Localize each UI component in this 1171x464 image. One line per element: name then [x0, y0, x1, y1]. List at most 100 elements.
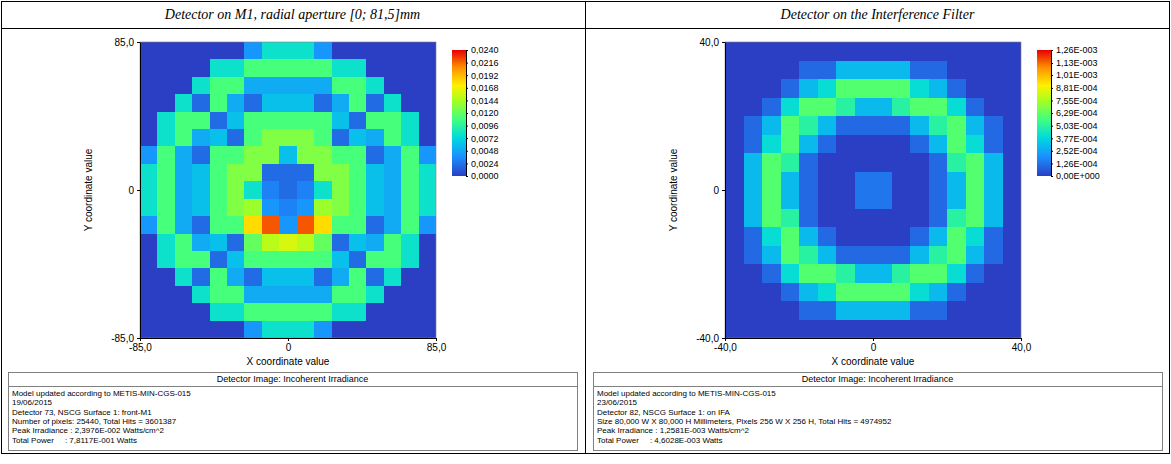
- heatmap-cell: [279, 199, 297, 217]
- heatmap-cell: [419, 181, 436, 199]
- heatmap-cell: [744, 116, 763, 135]
- heatmap-cell: [855, 246, 874, 265]
- heatmap-cell: [1003, 283, 1022, 302]
- heatmap-cell: [279, 146, 297, 164]
- heatmap-cell: [401, 234, 419, 252]
- heatmap-cell: [366, 321, 384, 338]
- heatmap-cell: [966, 135, 985, 154]
- info-title: Detector Image: Incoherent Irradiance: [217, 374, 369, 384]
- heatmap-cell: [332, 286, 350, 304]
- colorbar-axis-tick: 0,0168: [466, 83, 499, 93]
- heatmap-cell: [929, 283, 948, 302]
- colorbar-axis-tick-mark: [466, 126, 468, 127]
- heatmap-cell: [279, 286, 297, 304]
- heatmap-cell: [781, 301, 800, 320]
- heatmap-cell: [873, 153, 892, 172]
- colorbar-axis-tick: 1,01E-003: [1051, 70, 1098, 80]
- info-line: Peak Irradiance : 1,2581E-003 Watts/cm^2: [597, 426, 750, 435]
- heatmap-cell: [818, 190, 837, 209]
- heatmap-cell: [140, 251, 158, 269]
- colorbar-axis-tick-label: 0,0024: [471, 159, 499, 169]
- heatmap-cell: [966, 42, 985, 61]
- heatmap-cell: [175, 181, 193, 199]
- heatmap-cell: [744, 264, 763, 283]
- heatmap-cell: [244, 42, 262, 60]
- heatmap-cell: [419, 94, 436, 112]
- x-axis-tick: 0: [871, 338, 877, 353]
- x-axis-tick-label: 0: [286, 342, 292, 353]
- heatmap-cell: [192, 234, 210, 252]
- heatmap-cell: [332, 216, 350, 234]
- heatmap-cell: [855, 301, 874, 320]
- heatmap-cell: [836, 190, 855, 209]
- heatmap-cell: [366, 216, 384, 234]
- heatmap-cell: [929, 98, 948, 117]
- heatmap-cell: [297, 42, 315, 60]
- heatmap-cell: [349, 42, 367, 60]
- heatmap-cell: [984, 264, 1003, 283]
- heatmap-cell: [1003, 79, 1022, 98]
- heatmap-cell: [836, 209, 855, 228]
- y-axis-tick-label: -40,0: [696, 333, 719, 344]
- heatmap-cell: [725, 283, 744, 302]
- heatmap-cell: [332, 234, 350, 252]
- heatmap-cell: [855, 320, 874, 339]
- heatmap-cell: [799, 190, 818, 209]
- heatmap-cell: [910, 135, 929, 154]
- heatmap-cell: [227, 164, 245, 182]
- heatmap-cell: [855, 42, 874, 61]
- heatmap-cell: [984, 320, 1003, 339]
- heatmap-cell: [262, 77, 280, 95]
- heatmap-cell: [762, 79, 781, 98]
- heatmap-cell: [262, 42, 280, 60]
- heatmap-cell: [157, 181, 175, 199]
- heatmap-cell: [349, 303, 367, 321]
- heatmap-cell: [762, 246, 781, 265]
- plot-frame: [140, 42, 436, 338]
- heatmap-cell: [1003, 42, 1022, 61]
- heatmap-cell: [262, 146, 280, 164]
- heatmap-cell: [157, 321, 175, 338]
- heatmap-cell: [210, 321, 228, 338]
- colorbar-axis-tick-mark: [1051, 176, 1053, 177]
- heatmap-cell: [419, 77, 436, 95]
- heatmap-cell: [799, 227, 818, 246]
- heatmap-cell: [366, 164, 384, 182]
- heatmap-cell: [401, 216, 419, 234]
- heatmap-cell: [262, 94, 280, 112]
- heatmap-cell: [332, 129, 350, 147]
- colorbar-axis-tick: 0,0120: [466, 108, 499, 118]
- heatmap-cell: [366, 112, 384, 130]
- colorbar-axis-tick-label: 0,0048: [471, 146, 499, 156]
- info-line: 23/06/2015: [597, 398, 638, 407]
- heatmap-cell: [157, 77, 175, 95]
- heatmap-cell: [419, 59, 436, 77]
- heatmap-cell: [419, 42, 436, 60]
- heatmap-cell: [725, 227, 744, 246]
- heatmap-cell: [227, 286, 245, 304]
- heatmap-cell: [175, 234, 193, 252]
- heatmap-cell: [157, 94, 175, 112]
- heatmap-cell: [192, 112, 210, 130]
- x-axis-tick-mark: [1021, 338, 1022, 341]
- heatmap-cell: [384, 303, 402, 321]
- heatmap-cell: [419, 129, 436, 147]
- heatmap-cell: [762, 61, 781, 80]
- heatmap-cell: [210, 251, 228, 269]
- info-line: Model updated according to METIS-MIN-CGS…: [12, 389, 191, 398]
- heatmap-cell: [332, 199, 350, 217]
- colorbar-axis-tick: 0,00E+000: [1051, 171, 1100, 181]
- heatmap-cell: [929, 116, 948, 135]
- heatmap-cell: [314, 321, 332, 338]
- colorbar-axis-tick-mark: [1051, 75, 1053, 76]
- heatmap-cell: [349, 146, 367, 164]
- heatmap-cell: [244, 129, 262, 147]
- heatmap-cell: [1003, 172, 1022, 191]
- y-axis: 40,00-40,0: [696, 37, 725, 344]
- heatmap-cell: [349, 286, 367, 304]
- heatmap-cell: [929, 153, 948, 172]
- heatmap-cell: [744, 301, 763, 320]
- heatmap-cell: [210, 77, 228, 95]
- colorbar-axis-tick-mark: [1051, 63, 1053, 64]
- heatmap-cell: [384, 112, 402, 130]
